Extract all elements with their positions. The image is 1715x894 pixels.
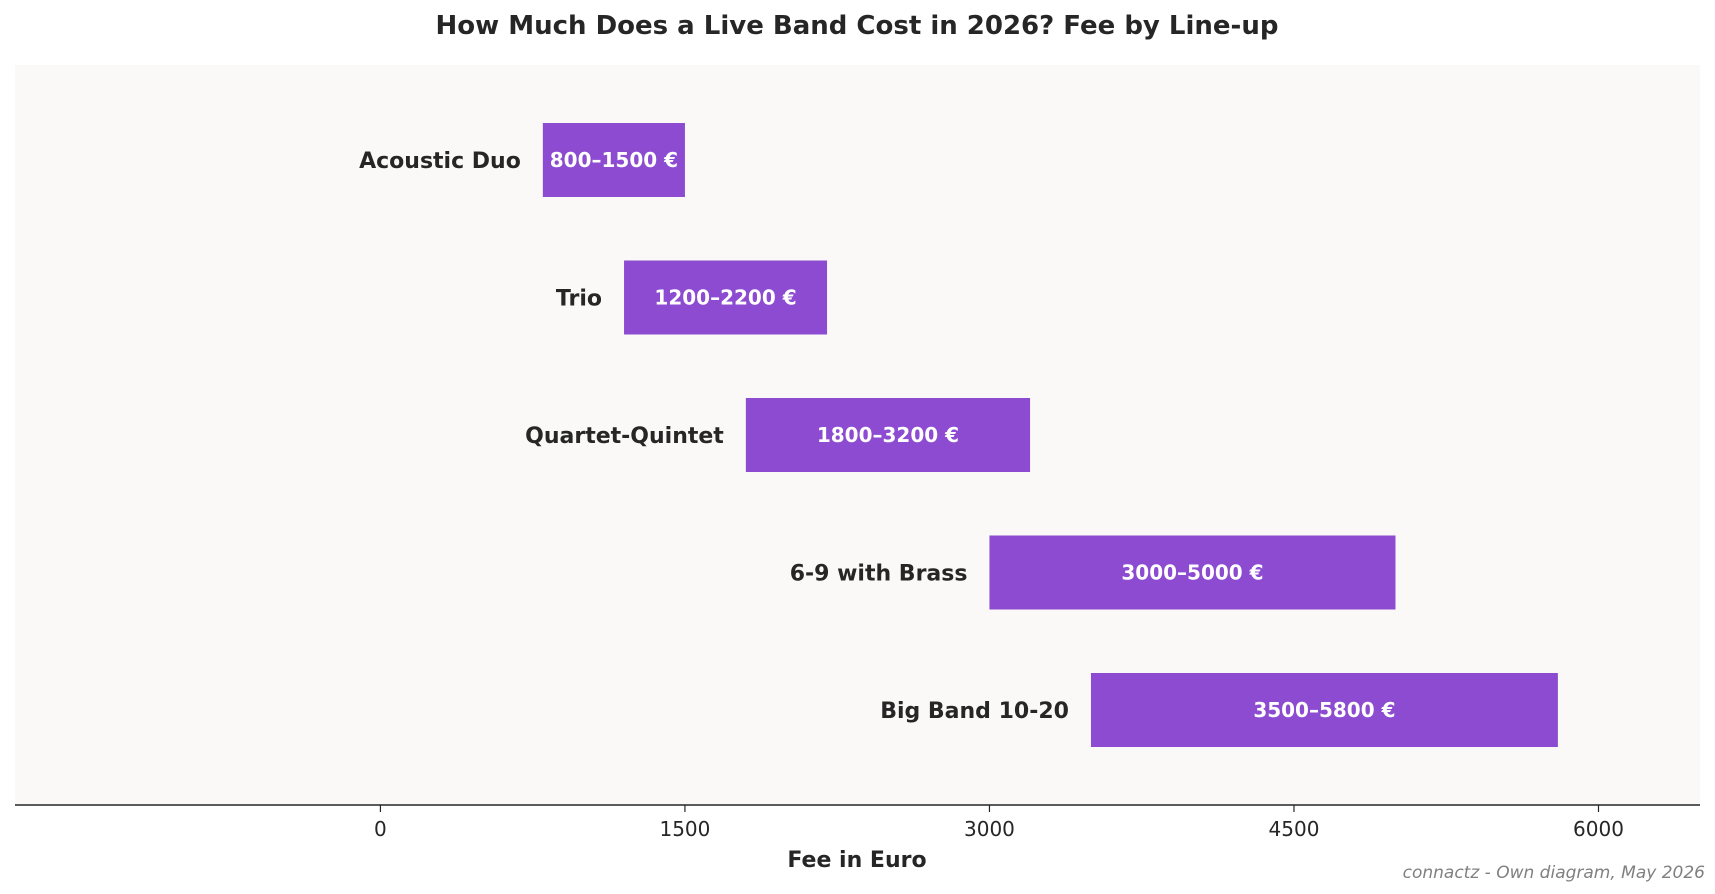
bars-layer: 800–1500 € Acoustic Duo 1200–2200 € Trio 180… — [359, 123, 1558, 747]
bar-value-label-quartet-quintet: 1800–3200 € — [817, 423, 959, 447]
category-label-acoustic-duo: Acoustic Duo — [359, 149, 521, 174]
bar-value-label-trio: 1200–2200 € — [654, 286, 796, 310]
bar-quartet-quintet — [745, 398, 1031, 472]
chart-title: How Much Does a Live Band Cost in 2026? … — [436, 11, 1279, 41]
x-tick-label-6000: 6000 — [1573, 817, 1624, 841]
bar-trio — [624, 260, 828, 335]
bar-value-label-acoustic-duo: 800–1500 € — [550, 148, 678, 172]
x-tick-label-0: 0 — [374, 817, 387, 841]
x-axis-label: Fee in Euro — [787, 848, 926, 873]
bar-6-9-with-brass — [989, 535, 1396, 610]
x-tick-label-1500: 1500 — [659, 817, 710, 841]
category-label-trio: Trio — [556, 287, 602, 312]
x-ticks: 0 1500 3000 4500 6000 — [374, 805, 1624, 841]
x-tick-label-3000: 3000 — [964, 817, 1015, 841]
bar-big-band-10-20 — [1090, 673, 1558, 747]
bar-value-label-big-band-10-20: 3500–5800 € — [1253, 698, 1395, 722]
category-label-6-9-with-brass: 6-9 with Brass — [790, 562, 968, 587]
bar-value-label-6-9-with-brass: 3000–5000 € — [1121, 561, 1263, 585]
x-tick-label-4500: 4500 — [1269, 817, 1320, 841]
source-note: connactz - Own diagram, May 2026 — [1403, 863, 1706, 883]
category-label-big-band-10-20: Big Band 10-20 — [880, 699, 1069, 724]
bar-acoustic-duo — [542, 123, 685, 197]
category-label-quartet-quintet: Quartet-Quintet — [525, 424, 724, 449]
